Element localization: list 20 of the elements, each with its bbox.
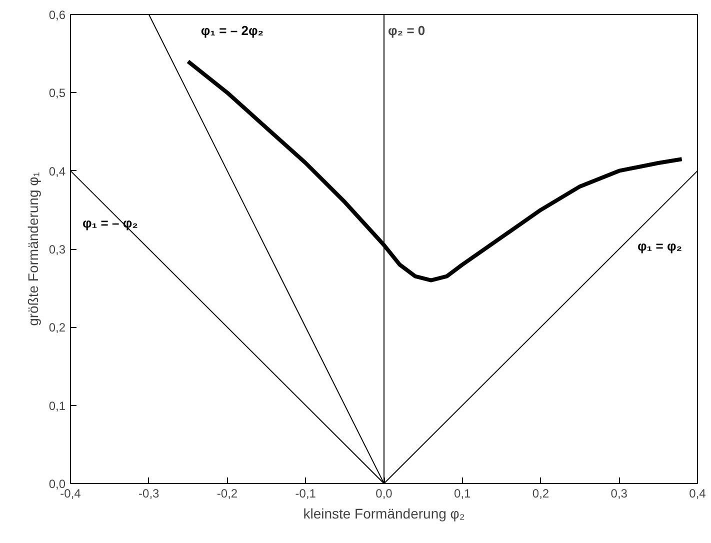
x-tick-label: -0,1 [295, 486, 316, 500]
x-tick-label: 0,1 [454, 486, 472, 500]
x-tick-label: 0,4 [689, 486, 706, 500]
x-tick-label: 0,2 [532, 486, 550, 500]
x-tick-label: -0,3 [138, 486, 160, 500]
text: φ₁ = – 2φ₂ [200, 23, 264, 38]
y-tick-label: 0,2 [48, 320, 66, 335]
ref-line-label: φ₂ = 0 [388, 23, 426, 38]
series-label: φ₁ = φ₂ [638, 238, 682, 254]
y-tick-label: 0,1 [48, 398, 66, 413]
x-tick-label: 0,0 [376, 486, 393, 500]
y-tick-label: 0,6 [48, 8, 66, 22]
y-axis-title: größte Formänderung φ₁ [24, 172, 41, 326]
y-tick-label: 0,4 [48, 164, 66, 178]
x-tick-label: 0,3 [610, 486, 628, 500]
series-label: φ₁ = – φ₂ [82, 215, 138, 230]
y-tick-label: 0,3 [48, 242, 66, 256]
x-axis-title: kleinste Formänderung φ₂ [303, 506, 465, 522]
y-tick-label: 0,5 [48, 86, 66, 100]
x-tick-label: -0,2 [216, 486, 238, 500]
